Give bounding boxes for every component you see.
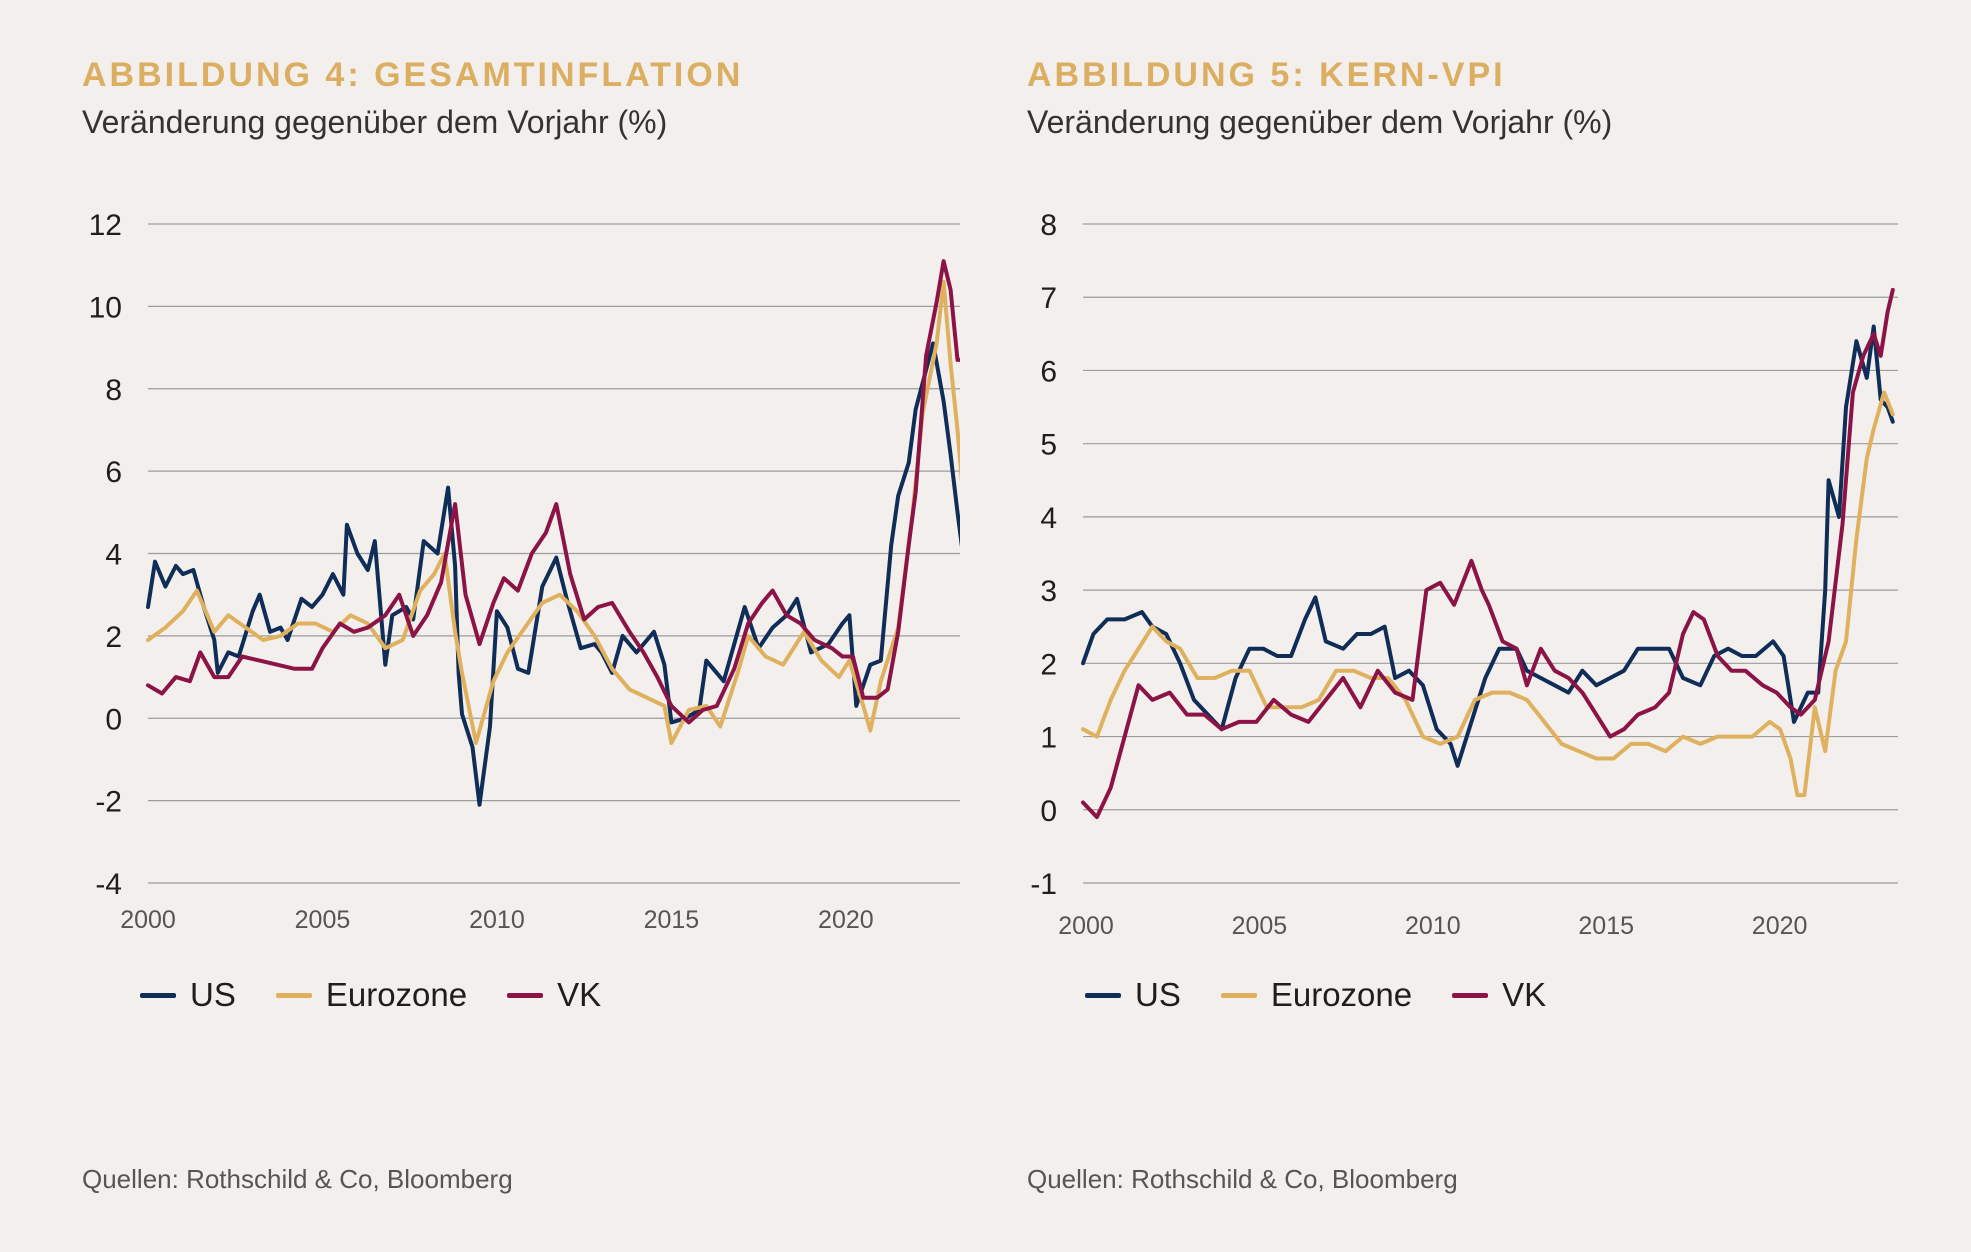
chart-panel-kern-vpi: ABBILDUNG 5: KERN-VPI Veränderung gegenü…: [945, 0, 1905, 1252]
y-tick-label: 12: [89, 209, 122, 242]
x-tick-label: 2000: [1058, 912, 1114, 940]
y-tick-label: -2: [95, 786, 122, 819]
y-tick-label: 8: [105, 374, 122, 407]
chart-legend: US Eurozone VK: [140, 976, 641, 1014]
legend-label-us: US: [190, 976, 236, 1013]
y-tick-label: 6: [105, 456, 122, 489]
x-axis-ticks: 2000 2005 2010 2015 2020: [120, 906, 873, 934]
series-line-us: [146, 341, 960, 807]
legend-swatch-vk: [507, 992, 544, 998]
y-tick-label: -1: [1030, 868, 1057, 901]
legend-item-us: US: [1085, 976, 1181, 1014]
x-tick-label: 2005: [1232, 912, 1288, 940]
y-tick-label: 7: [1040, 282, 1057, 315]
x-axis-ticks: 2000 2005 2010 2015 2020: [1058, 912, 1807, 940]
legend-swatch-eurozone: [1220, 992, 1257, 998]
legend-swatch-vk: [1452, 992, 1489, 998]
line-chart-gesamtinflation: 12 10 8 6 4 2 0 -2 -4 2000 2005 2010 2015 2020: [89, 209, 960, 934]
chart-title: ABBILDUNG 4: GESAMTINFLATION: [82, 56, 744, 94]
series-line-vk: [1081, 287, 1895, 820]
y-tick-label: 1: [1040, 722, 1057, 755]
legend-label-vk: VK: [557, 976, 602, 1013]
series-line-eurozone: [1081, 390, 1895, 798]
legend-swatch-us: [140, 992, 176, 998]
legend-swatch-eurozone: [275, 992, 312, 998]
legend-label-eurozone: Eurozone: [1270, 976, 1413, 1013]
source-note: Quellen: Rothschild & Co, Bloomberg: [1027, 1164, 1458, 1194]
legend-item-eurozone: Eurozone: [1220, 976, 1413, 1014]
y-tick-label: 10: [89, 291, 122, 324]
y-tick-label: -4: [95, 868, 122, 901]
legend-label-us: US: [1135, 976, 1181, 1013]
y-axis-ticks: 8 7 6 5 4 3 2 1 0 -1: [1030, 209, 1057, 901]
y-tick-label: 0: [1040, 795, 1057, 828]
x-tick-label: 2000: [120, 906, 176, 934]
x-tick-label: 2020: [818, 906, 874, 934]
legend-label-eurozone: Eurozone: [325, 976, 468, 1013]
chart-legend: US Eurozone VK: [1085, 976, 1586, 1014]
y-tick-label: 6: [1040, 355, 1057, 388]
y-tick-label: 3: [1040, 575, 1057, 608]
y-tick-label: 8: [1040, 209, 1057, 242]
chart-panel-gesamtinflation: ABBILDUNG 4: GESAMTINFLATION Veränderung…: [0, 0, 960, 1252]
x-tick-label: 2020: [1752, 912, 1808, 940]
x-tick-label: 2010: [1405, 912, 1461, 940]
y-tick-label: 5: [1040, 429, 1057, 462]
chart-title: ABBILDUNG 5: KERN-VPI: [1027, 56, 1506, 94]
y-tick-label: 4: [1040, 502, 1057, 535]
legend-swatch-us: [1085, 992, 1121, 998]
legend-label-vk: VK: [1502, 976, 1547, 1013]
legend-item-eurozone: Eurozone: [275, 976, 468, 1014]
x-tick-label: 2010: [469, 906, 525, 934]
x-tick-label: 2015: [1578, 912, 1634, 940]
legend-item-us: US: [140, 976, 236, 1014]
x-tick-label: 2015: [644, 906, 700, 934]
legend-item-vk: VK: [507, 976, 601, 1014]
y-tick-label: 2: [105, 621, 122, 654]
x-tick-label: 2005: [295, 906, 351, 934]
source-note: Quellen: Rothschild & Co, Bloomberg: [82, 1164, 513, 1194]
legend-item-vk: VK: [1452, 976, 1546, 1014]
chart-subtitle: Veränderung gegenüber dem Vorjahr (%): [82, 104, 668, 140]
y-tick-label: 4: [105, 539, 122, 572]
gridlines: [1083, 223, 1898, 884]
series-line-us: [1081, 324, 1895, 768]
y-tick-label: 0: [105, 703, 122, 736]
gridlines: [148, 223, 960, 884]
chart-subtitle: Veränderung gegenüber dem Vorjahr (%): [1027, 104, 1613, 140]
y-axis-ticks: 12 10 8 6 4 2 0 -2 -4: [89, 209, 122, 901]
series-line-eurozone: [146, 279, 960, 745]
series-line-vk: [146, 259, 960, 725]
y-tick-label: 2: [1040, 648, 1057, 681]
